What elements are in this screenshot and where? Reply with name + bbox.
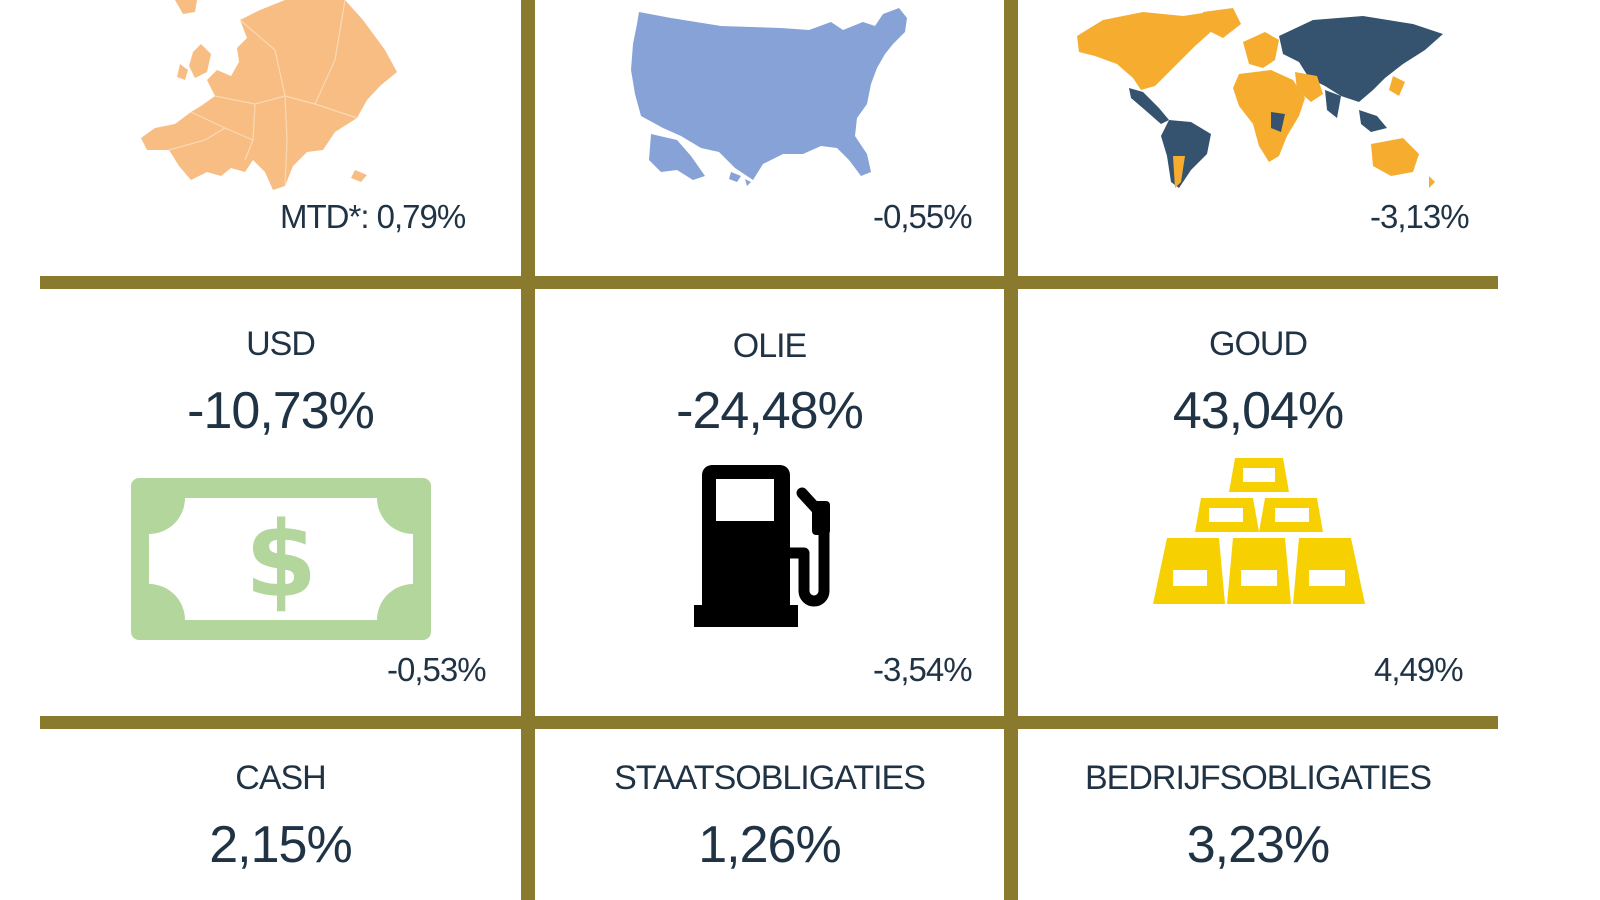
cash-title: CASH xyxy=(235,759,326,797)
cell-staatsobligaties: STAATSOBLIGATIES 1,26% xyxy=(535,729,1004,900)
goud-ytd-value: 43,04% xyxy=(1172,382,1344,440)
olie-ytd-value: -24,48% xyxy=(676,382,864,440)
goud-title: GOUD xyxy=(1209,325,1308,363)
gold-bars-icon xyxy=(1153,454,1365,606)
staatsobligaties-ytd-value: 1,26% xyxy=(698,816,841,874)
staatsobligaties-title: STAATSOBLIGATIES xyxy=(614,759,926,797)
usd-mtd-value: -0,53% xyxy=(387,651,487,688)
europe-map-icon xyxy=(135,0,405,195)
fuel-pump-icon xyxy=(694,465,840,627)
dollar-bill-icon: $ xyxy=(131,478,431,640)
cell-world: -3,13% xyxy=(1018,0,1498,276)
usd-title: USD xyxy=(246,325,316,363)
usa-mtd-value: -0,55% xyxy=(873,198,973,235)
svg-text:$: $ xyxy=(245,499,317,621)
grid-line-vertical-left xyxy=(521,0,535,900)
usa-map-icon xyxy=(631,4,911,186)
cell-usd: USD -10,73% $ -0,53% xyxy=(40,289,521,716)
cell-olie: OLIE -24,48% -3,54% xyxy=(535,289,1004,716)
cell-goud: GOUD 43,04% 4,49% xyxy=(1018,289,1498,716)
europe-mtd-value: MTD*: 0,79% xyxy=(280,198,466,235)
grid-line-vertical-right xyxy=(1004,0,1018,900)
goud-mtd-value: 4,49% xyxy=(1374,651,1464,688)
world-map-icon xyxy=(1073,6,1445,198)
world-mtd-value: -3,13% xyxy=(1370,198,1470,235)
cell-cash: CASH 2,15% xyxy=(40,729,521,900)
cell-bedrijfsobligaties: BEDRIJFSOBLIGATIES 3,23% xyxy=(1018,729,1498,900)
usd-ytd-value: -10,73% xyxy=(187,382,375,440)
bedrijfsobligaties-title: BEDRIJFSOBLIGATIES xyxy=(1084,759,1432,797)
grid-line-horizontal-bottom xyxy=(40,716,1498,729)
cell-europe: MTD*: 0,79% xyxy=(40,0,521,276)
cash-ytd-value: 2,15% xyxy=(209,816,352,874)
olie-title: OLIE xyxy=(732,327,807,365)
olie-mtd-value: -3,54% xyxy=(873,651,973,688)
cell-usa: -0,55% xyxy=(535,0,1004,276)
bedrijfsobligaties-ytd-value: 3,23% xyxy=(1186,816,1330,874)
grid-line-horizontal-top xyxy=(40,276,1498,289)
